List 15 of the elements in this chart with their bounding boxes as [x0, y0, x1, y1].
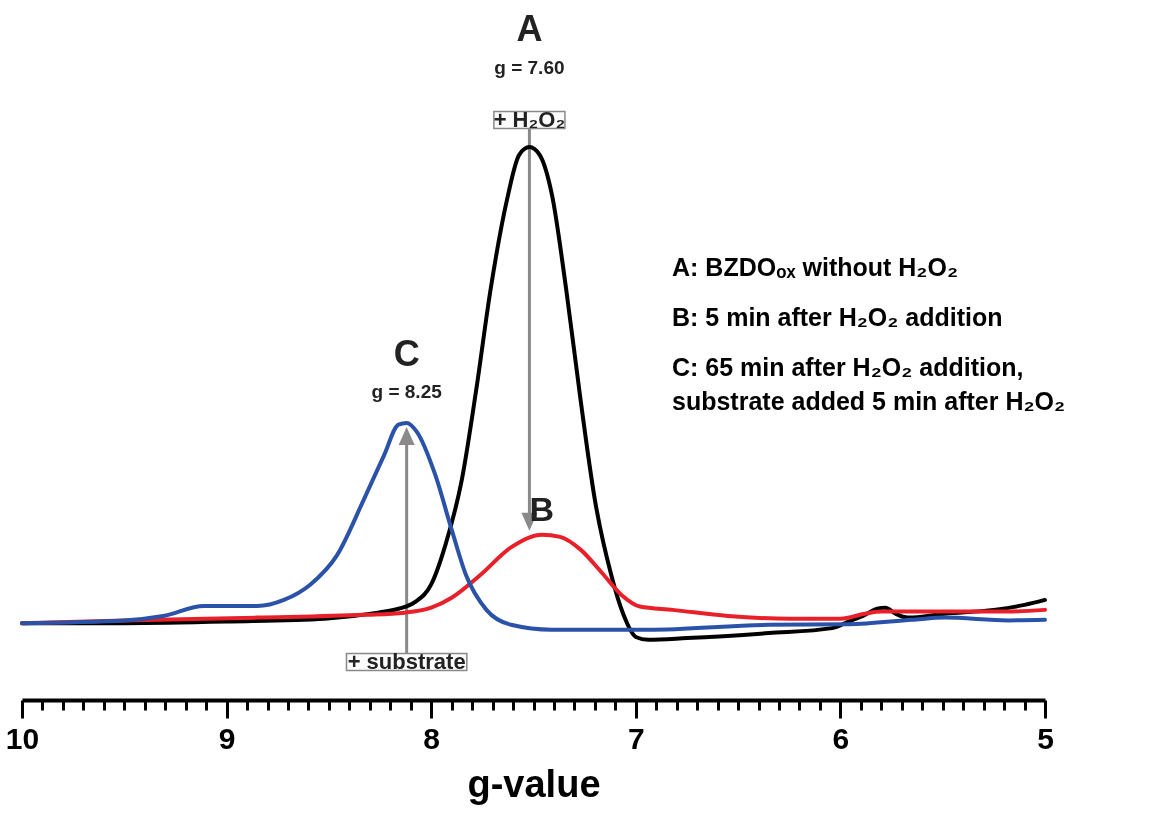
x-tick-label: 10 [5, 721, 40, 755]
x-tick-label: 5 [1037, 721, 1054, 755]
annotation: C [393, 332, 420, 374]
x-tick-label: 6 [832, 721, 850, 755]
annotation: B: 5 min after H₂O₂ addition [672, 303, 1003, 331]
x-axis-title: g-value [467, 762, 601, 805]
annotation: B [529, 489, 554, 528]
annotation: g = 8.25 [371, 380, 443, 402]
x-tick-label: 9 [218, 721, 236, 755]
x-tick-label: 7 [627, 721, 645, 755]
x-tick-label: 8 [423, 721, 441, 755]
text: A [516, 8, 543, 50]
annotation: C: 65 min after H₂O₂ addition, substrate added 5 min after H₂O₂ [672, 353, 1066, 415]
text: g = 7.60 [494, 57, 565, 79]
annotation: A: BZDOₒₓ without H₂O₂ [672, 253, 959, 281]
